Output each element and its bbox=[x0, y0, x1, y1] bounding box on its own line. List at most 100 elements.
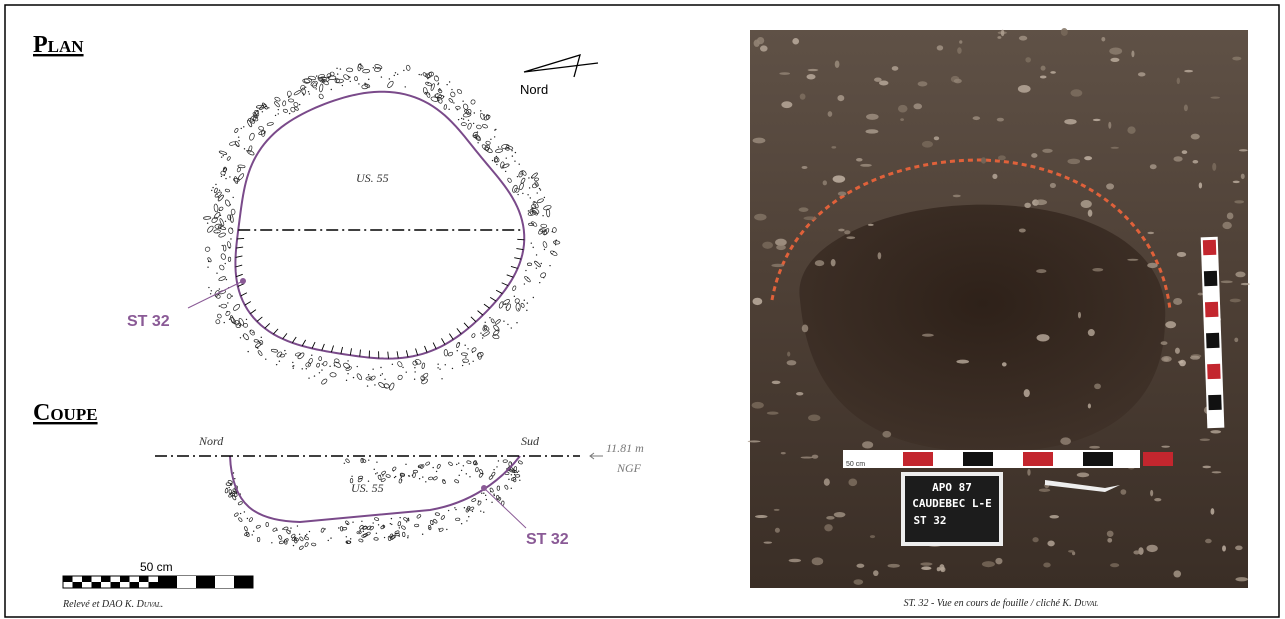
dot bbox=[483, 511, 485, 513]
gravel bbox=[477, 352, 482, 360]
hachure bbox=[448, 333, 454, 340]
hachure bbox=[273, 328, 279, 335]
gravel bbox=[211, 216, 218, 223]
dot bbox=[542, 214, 544, 217]
gravel bbox=[505, 145, 514, 150]
dot bbox=[292, 367, 294, 369]
gravel bbox=[517, 460, 523, 465]
dot bbox=[513, 471, 516, 473]
dot bbox=[522, 192, 524, 195]
gravel bbox=[220, 253, 226, 260]
dot bbox=[460, 469, 463, 472]
dot bbox=[390, 517, 393, 520]
pebble bbox=[867, 223, 874, 226]
dot bbox=[327, 76, 330, 78]
dot bbox=[538, 187, 541, 190]
gravel bbox=[322, 360, 328, 367]
gravel bbox=[430, 96, 439, 102]
gravel bbox=[493, 324, 500, 332]
dot bbox=[364, 82, 366, 85]
gravel bbox=[284, 539, 288, 545]
pebble bbox=[940, 566, 946, 573]
gravel bbox=[508, 461, 512, 467]
pebble bbox=[1154, 498, 1162, 502]
pebble bbox=[1024, 202, 1031, 208]
photo-scale-label: 50 cm bbox=[846, 461, 865, 468]
pebble bbox=[1147, 231, 1155, 235]
dot bbox=[416, 363, 419, 365]
gravel bbox=[412, 469, 418, 474]
gravel bbox=[380, 525, 386, 530]
dot bbox=[224, 220, 227, 223]
pebble bbox=[807, 68, 819, 72]
dot bbox=[375, 532, 378, 535]
gravel bbox=[456, 89, 463, 94]
pebble bbox=[1229, 298, 1241, 303]
pit bbox=[799, 204, 1166, 453]
gravel bbox=[334, 78, 340, 84]
pebble bbox=[771, 263, 785, 268]
dot bbox=[406, 521, 408, 523]
gravel bbox=[494, 319, 501, 325]
gravel bbox=[501, 163, 510, 169]
scale-cell bbox=[82, 576, 92, 582]
gravel bbox=[443, 104, 448, 110]
dot bbox=[341, 84, 344, 87]
dot bbox=[491, 159, 494, 162]
gravel bbox=[398, 478, 403, 484]
gravel bbox=[217, 225, 227, 230]
dot bbox=[543, 196, 546, 199]
gravel bbox=[218, 150, 228, 155]
pebble bbox=[801, 324, 809, 333]
pebble bbox=[1205, 538, 1212, 544]
gravel bbox=[318, 356, 323, 362]
dot bbox=[463, 507, 466, 509]
gravel bbox=[225, 310, 231, 316]
gravel bbox=[500, 161, 505, 169]
dot bbox=[493, 494, 495, 497]
pebble bbox=[1222, 221, 1232, 230]
hachure bbox=[424, 345, 428, 353]
hachure bbox=[359, 349, 361, 357]
dot bbox=[510, 327, 512, 329]
dot bbox=[471, 510, 474, 513]
gravel bbox=[343, 362, 351, 369]
dot bbox=[413, 378, 416, 380]
gravel bbox=[343, 74, 350, 80]
dot bbox=[525, 269, 527, 272]
gravel bbox=[532, 201, 539, 209]
gravel bbox=[294, 106, 299, 111]
dot bbox=[298, 533, 301, 535]
dot bbox=[372, 66, 375, 69]
gravel bbox=[308, 75, 317, 81]
gravel bbox=[498, 301, 504, 309]
pebble bbox=[1107, 537, 1113, 543]
dot bbox=[304, 86, 307, 88]
dot bbox=[453, 102, 455, 104]
dot bbox=[540, 262, 542, 265]
dot bbox=[382, 475, 384, 477]
pebble bbox=[1034, 199, 1048, 206]
gravel bbox=[318, 93, 324, 100]
gravel bbox=[286, 529, 291, 535]
dot bbox=[391, 523, 393, 526]
photo-scale-horizontal bbox=[843, 450, 1173, 468]
pebble bbox=[831, 146, 837, 149]
section-leader-dot bbox=[481, 485, 487, 491]
gravel bbox=[224, 488, 229, 494]
dot bbox=[505, 306, 507, 308]
scale-cell bbox=[129, 582, 139, 588]
hachure bbox=[470, 316, 477, 323]
section-outline bbox=[229, 455, 521, 524]
pebble bbox=[824, 524, 833, 532]
pebble bbox=[1190, 355, 1201, 360]
gravel bbox=[402, 531, 406, 537]
pebble bbox=[1110, 146, 1120, 149]
gravel bbox=[513, 466, 517, 472]
dot bbox=[251, 534, 253, 536]
dot bbox=[396, 73, 399, 75]
dot bbox=[526, 277, 529, 279]
dot bbox=[250, 330, 252, 332]
pebble bbox=[860, 163, 872, 167]
dot bbox=[218, 189, 221, 191]
